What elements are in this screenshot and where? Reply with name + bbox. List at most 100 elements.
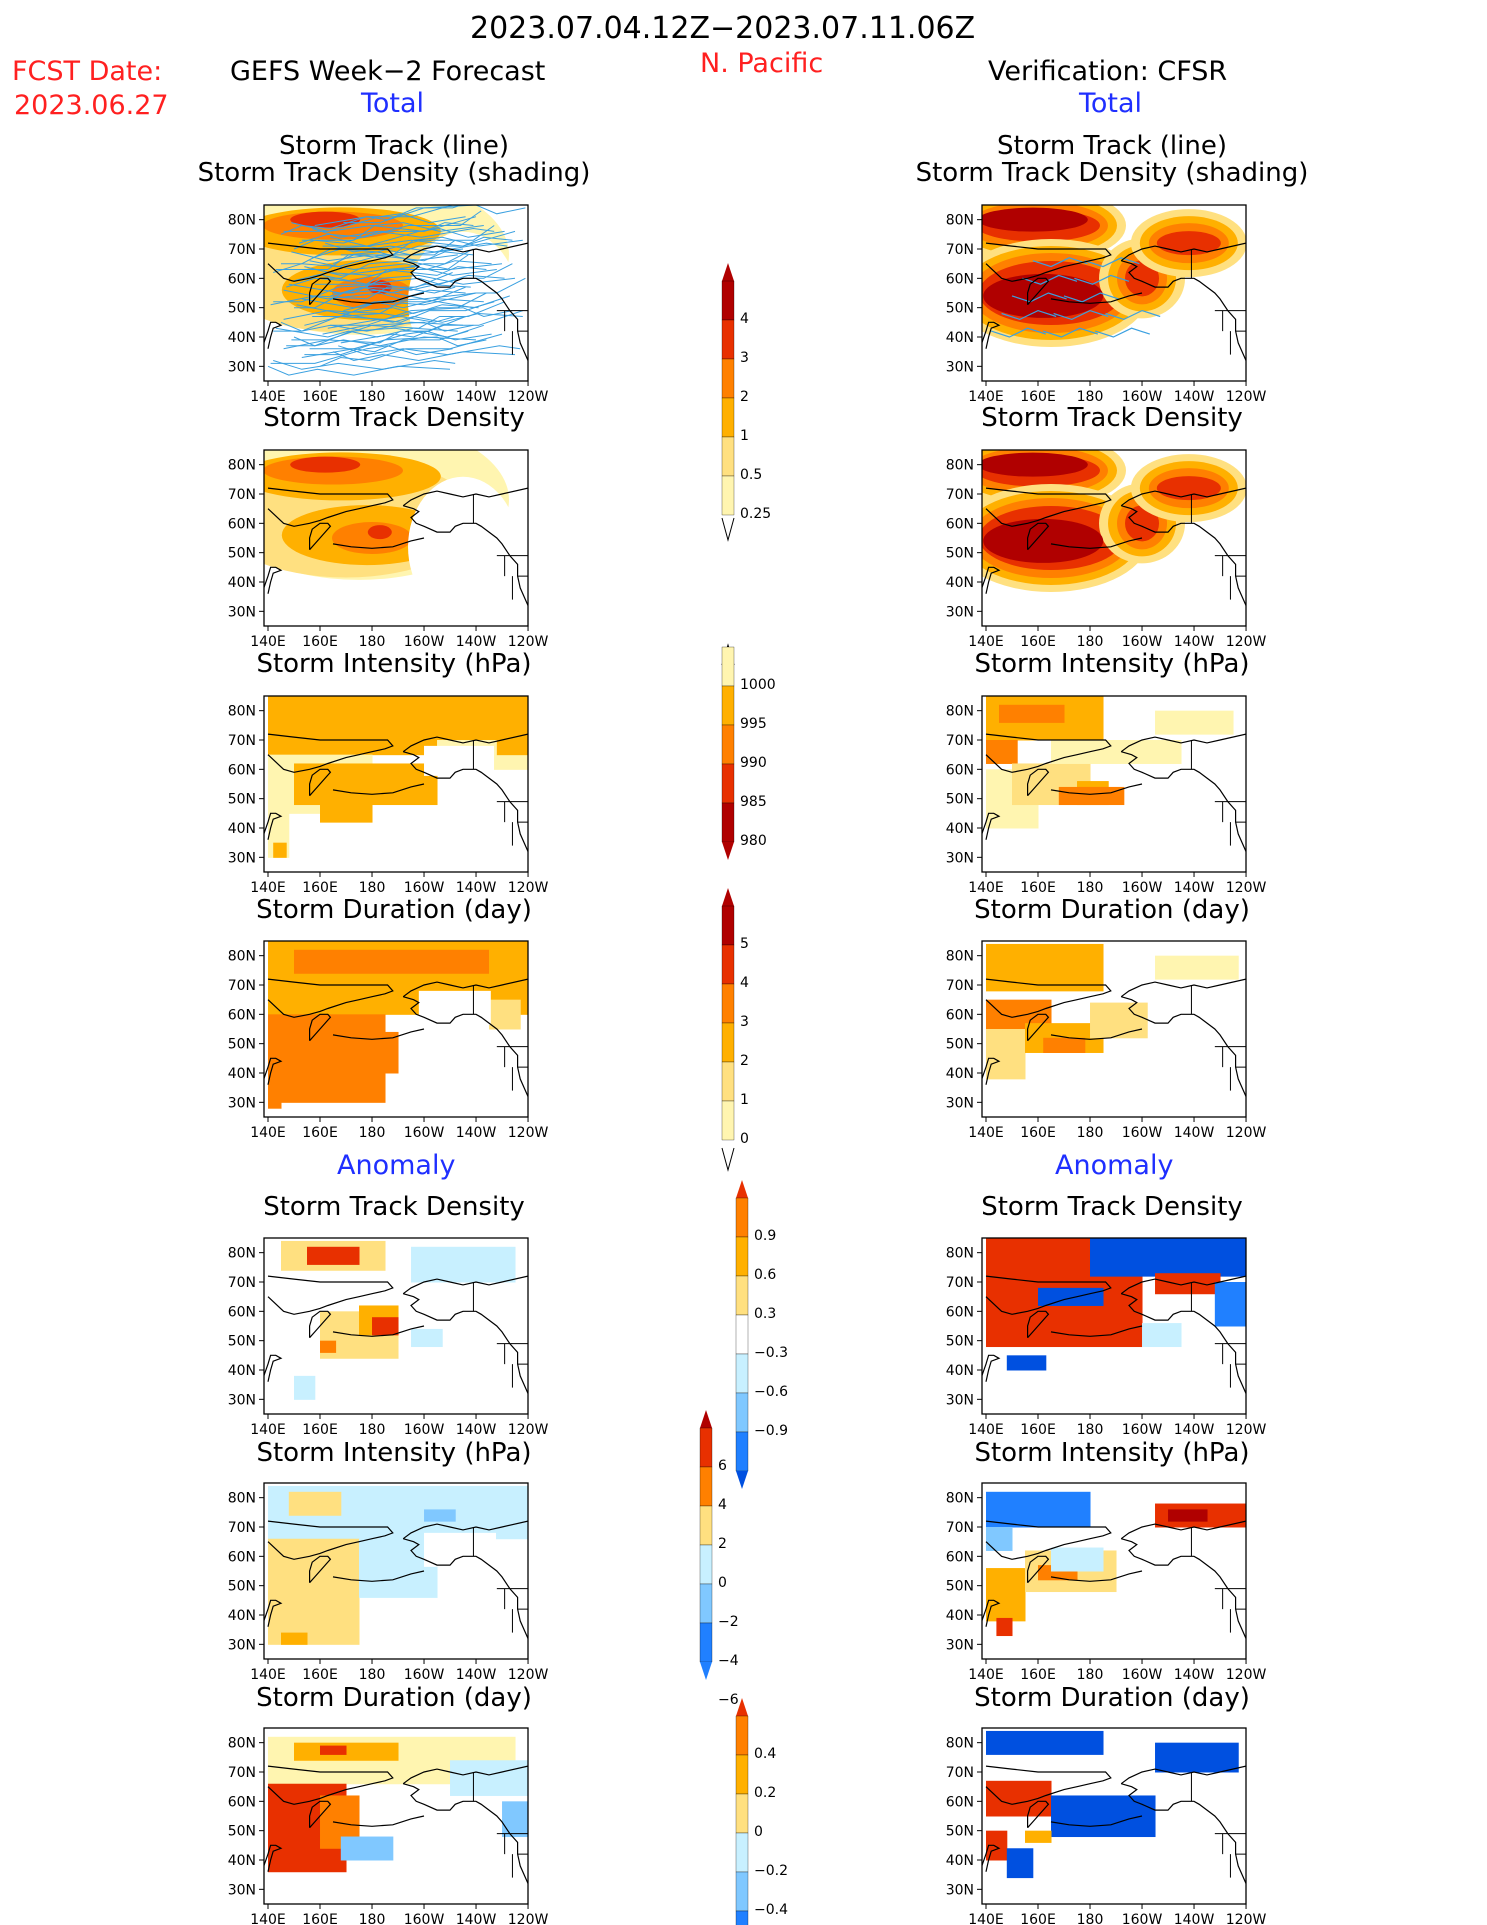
panel-track-right-frame	[981, 204, 1247, 382]
colorbar-duration-box-3	[721, 1022, 735, 1063]
colorbar-anom-intensity-label-4: −2	[718, 1614, 739, 1630]
panel-anom-density-right-xtick-label-0: 140E	[968, 1422, 1004, 1438]
colorbar-anom-intensity-arrow-bottom	[700, 1662, 712, 1680]
panel-intensity-right-cell-6	[1051, 740, 1182, 764]
panel-intensity-right-ytick-label-3: 60N	[946, 762, 974, 778]
panel-track-left-track-47	[291, 248, 474, 282]
panel-anom-intensity-right-ytick-label-4: 70N	[946, 1520, 974, 1536]
panel-anom-density-right-cell-1	[986, 1238, 1091, 1260]
colorbar-anom-duration-box-5	[735, 1910, 749, 1925]
panel-anom-duration-right-xtick-label-0: 140E	[968, 1912, 1004, 1925]
panel-track-right-ytick-label-4: 70N	[946, 242, 974, 258]
colorbar-duration-box-4	[721, 1061, 735, 1102]
panel-track-right-xtick-label-1: 160E	[1020, 389, 1056, 405]
panel-track-left-ytick-label-1: 40N	[228, 330, 256, 346]
panel-duration-left-cell-5	[489, 941, 528, 1001]
colorbar-anom-duration-label-3: −0.2	[754, 1863, 788, 1879]
panel-track-right-track-3	[1022, 274, 1078, 285]
panel-anom-intensity-right-cell-2	[986, 1568, 1026, 1622]
panel-intensity-right-xtick-label-0: 140E	[968, 880, 1004, 896]
panel-intensity-right-ytick-label-4: 70N	[946, 733, 974, 749]
panel-duration-left-gap	[418, 990, 491, 1025]
colorbar-density-arrow-bottom-open	[721, 517, 735, 542]
panel-anom-intensity-left-cell-2	[288, 1491, 342, 1516]
panel-anom-density-right-cell-6	[1006, 1355, 1047, 1371]
coastline-0	[267, 1275, 394, 1315]
colorbar-intensity-label-1: 995	[740, 716, 767, 732]
panel-density-left-blob-c5b	[367, 525, 392, 540]
coastline-1	[309, 1800, 332, 1829]
coastline-3	[1121, 751, 1246, 852]
coastline-0	[267, 242, 394, 282]
panel-anom-intensity-right-xtick-label-3: 160W	[1122, 1667, 1163, 1683]
colorbar-duration-arrow-bottom-open	[721, 1147, 735, 1172]
coastline-5	[1050, 292, 1143, 304]
panel-track-right	[982, 205, 1246, 381]
colorbar-anom-duration-box-3	[735, 1832, 749, 1873]
panel-anom-density-right-xtick-label-2: 180	[1077, 1422, 1104, 1438]
panel-anom-intensity-right-ytick-label-1: 40N	[946, 1608, 974, 1624]
panel-anom-duration-right-ytick-label-0: 30N	[946, 1882, 974, 1898]
colorbar-anom-duration-box-1	[735, 1754, 749, 1795]
coastline-3	[403, 1293, 528, 1394]
panel-anom-intensity-right-frame	[981, 1482, 1247, 1660]
panel-duration-left-ytick-label-5: 80N	[228, 949, 256, 965]
colorbar-anom-density-arrow-bottom	[736, 1471, 748, 1489]
coastline-1	[309, 1555, 332, 1584]
colorbar-anom-intensity-box-0	[699, 1427, 713, 1468]
panel-track-left-track-49	[301, 222, 484, 241]
panel-density-left-blob-c4b	[332, 522, 413, 554]
panel-anom-duration-left-cell-5	[340, 1836, 394, 1861]
right-column-title: Verification: CFSR	[988, 56, 1228, 87]
colorbar-density-label-0: 4	[740, 311, 749, 327]
panel-track-left-track-41	[312, 225, 495, 259]
colorbar-density-box-5	[721, 475, 735, 516]
panel-intensity-left-xtick-label-5: 120W	[508, 880, 549, 896]
panel-track-left-ytick-label-3: 60N	[228, 271, 256, 287]
colorbar-duration-label-5: 0	[740, 1131, 749, 1147]
coastline-0	[985, 1520, 1112, 1560]
coastline-5	[1050, 783, 1143, 795]
panel-duration-right-ytick-label-0: 30N	[946, 1095, 974, 1111]
panel-track-right-track-6	[1053, 309, 1109, 321]
coastline-4	[1120, 978, 1246, 998]
panel-density-left-xtick-label-2: 180	[359, 634, 386, 650]
panel-title-track-line-right: Storm Track (line)	[997, 131, 1227, 161]
panel-track-left-track-54	[288, 283, 471, 294]
panel-track-left-xtick-label-1: 160E	[302, 389, 338, 405]
colorbar-anom-density-label-1: 0.6	[754, 1267, 776, 1283]
coastline-3	[1121, 1538, 1246, 1639]
coastline-2	[982, 1599, 1001, 1627]
panel-anom-duration-right-xtick-label-5: 120W	[1226, 1912, 1267, 1925]
panel-duration-left-xtick-label-2: 180	[359, 1125, 386, 1141]
panel-track-left-track-52	[330, 307, 513, 326]
panel-intensity-left	[264, 696, 528, 872]
coastline-2	[264, 812, 283, 840]
coastline-0	[267, 1520, 394, 1560]
panel-anom-intensity-left-ytick-label-3: 60N	[228, 1549, 256, 1565]
panel-duration-right-cell-2	[986, 1029, 1026, 1080]
coastline-5	[332, 1325, 425, 1337]
coastline-2	[982, 1844, 1001, 1872]
panel-duration-left	[264, 941, 528, 1117]
panel-title-intensity-left: Storm Intensity (hPa)	[256, 649, 532, 679]
panel-anom-density-left-ytick-label-4: 70N	[228, 1275, 256, 1291]
panel-track-left-track-58	[309, 330, 492, 350]
panel-anom-intensity-right-cell-8	[1051, 1547, 1104, 1572]
coastline-4	[402, 487, 528, 507]
panel-density-right	[982, 450, 1246, 626]
panel-duration-left-xtick-label-1: 160E	[302, 1125, 338, 1141]
panel-track-right-track-9	[1084, 257, 1140, 268]
panel-track-left-xtick-label-5: 120W	[508, 389, 549, 405]
panel-anom-intensity-right-cell-3	[996, 1617, 1013, 1637]
colorbar-anom-density-box-6	[735, 1431, 749, 1472]
panel-track-left-xtick-label-4: 140W	[456, 389, 497, 405]
panel-anom-density-right-ytick-label-3: 60N	[946, 1304, 974, 1320]
panel-track-left-track-50	[319, 333, 503, 367]
coastline-5	[1050, 537, 1143, 549]
panel-anom-duration-left-ytick-label-1: 40N	[228, 1853, 256, 1869]
panel-duration-right-xtick-label-1: 160E	[1020, 1125, 1056, 1141]
panel-track-right-xtick-label-0: 140E	[968, 389, 1004, 405]
coastline-5	[332, 292, 425, 304]
panel-density-right-xtick-label-0: 140E	[968, 634, 1004, 650]
